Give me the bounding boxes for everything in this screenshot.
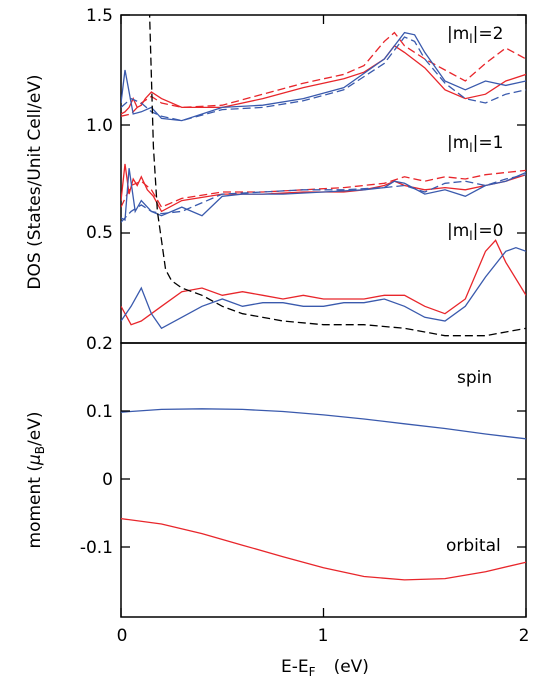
dos-series-5 (121, 169, 526, 208)
dos-series-8 (121, 239, 526, 326)
dos-series-6 (121, 168, 526, 222)
annotation-ml0: |ml|=0 (447, 221, 503, 243)
dos-series-4 (121, 163, 526, 213)
tick-marks (120, 14, 527, 617)
dos-series-3 (121, 36, 526, 122)
annotation-ml2: |ml|=2 (447, 24, 503, 46)
dos-series-7 (121, 174, 526, 223)
x-axis-label: E-EF (eV) (281, 657, 369, 679)
annotation-orbital: orbital (446, 536, 501, 556)
dos-series-10 (148, 15, 526, 337)
xtick-label-1: 1 (318, 626, 329, 646)
xtick-label-2: 2 (519, 626, 530, 646)
annotation-spin: spin (457, 368, 492, 388)
ytick-label-minus-0.1: -0.1 (80, 538, 113, 558)
xtick-label-0: 0 (117, 626, 128, 646)
moment-series-group (120, 408, 527, 581)
moment-y-axis-label: moment (μB/eV) (25, 412, 47, 549)
annotation-ml1: |ml|=1 (447, 133, 503, 155)
dos-y-axis-label: DOS (States/Unit Cell/eV) (25, 74, 45, 289)
dos-series-0 (121, 44, 526, 115)
ytick-label-0: 0 (102, 470, 113, 490)
moment-series-spin (120, 408, 527, 440)
ytick-label-0.5: 0.5 (86, 223, 113, 243)
ytick-label-0.1: 0.1 (86, 402, 113, 422)
ytick-label-1.0: 1.0 (86, 116, 113, 136)
dos-series-9 (121, 247, 526, 330)
moment-series-orbital (120, 517, 527, 581)
dos-series-1 (121, 31, 526, 117)
dos-series-2 (121, 31, 526, 122)
ytick-label-1.5: 1.5 (86, 6, 113, 26)
ytick-label-0.2: 0.2 (86, 334, 113, 354)
dos-series-group (121, 15, 526, 337)
